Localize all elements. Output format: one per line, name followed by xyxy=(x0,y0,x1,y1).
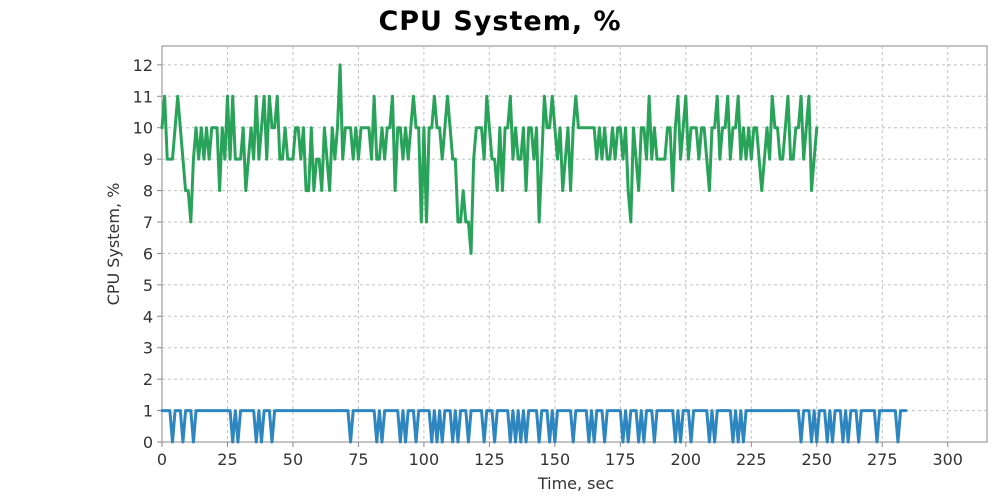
y-tick-label: 12 xyxy=(133,56,153,75)
x-tick-label: 300 xyxy=(932,450,963,469)
chart-title: CPU System, % xyxy=(378,6,621,37)
x-tick-label: 250 xyxy=(801,450,832,469)
x-tick-label: 0 xyxy=(157,450,167,469)
x-tick-label: 200 xyxy=(671,450,702,469)
y-tick-label: 0 xyxy=(143,433,153,452)
x-tick-label: 175 xyxy=(605,450,636,469)
series-line-2 xyxy=(160,409,908,444)
x-tick-label: 75 xyxy=(348,450,368,469)
x-axis-label: Time, sec xyxy=(537,474,614,493)
x-tick-label: 50 xyxy=(283,450,303,469)
x-tick-label: 125 xyxy=(474,450,505,469)
y-tick-label: 11 xyxy=(133,87,153,106)
x-tick-label: 100 xyxy=(409,450,440,469)
series-layer xyxy=(160,63,908,444)
y-tick-label: 9 xyxy=(143,150,153,169)
y-tick-label: 6 xyxy=(143,244,153,263)
x-tick-label: 225 xyxy=(736,450,767,469)
x-tick-label: 275 xyxy=(867,450,898,469)
ticks: 0 25 50 75 100 125 150 175 200 225 250 275 300012345… xyxy=(133,56,963,469)
y-axis-label: CPU System, % xyxy=(104,183,123,306)
y-tick-label: 1 xyxy=(143,402,153,421)
y-tick-label: 8 xyxy=(143,182,153,201)
y-tick-label: 2 xyxy=(143,370,153,389)
y-tick-label: 7 xyxy=(143,213,153,232)
x-tick-label: 150 xyxy=(540,450,571,469)
x-tick-label: 25 xyxy=(217,450,237,469)
y-tick-label: 10 xyxy=(133,119,153,138)
y-tick-label: 4 xyxy=(143,307,153,326)
y-tick-label: 5 xyxy=(143,276,153,295)
series-line-1 xyxy=(160,63,819,255)
y-tick-label: 3 xyxy=(143,339,153,358)
